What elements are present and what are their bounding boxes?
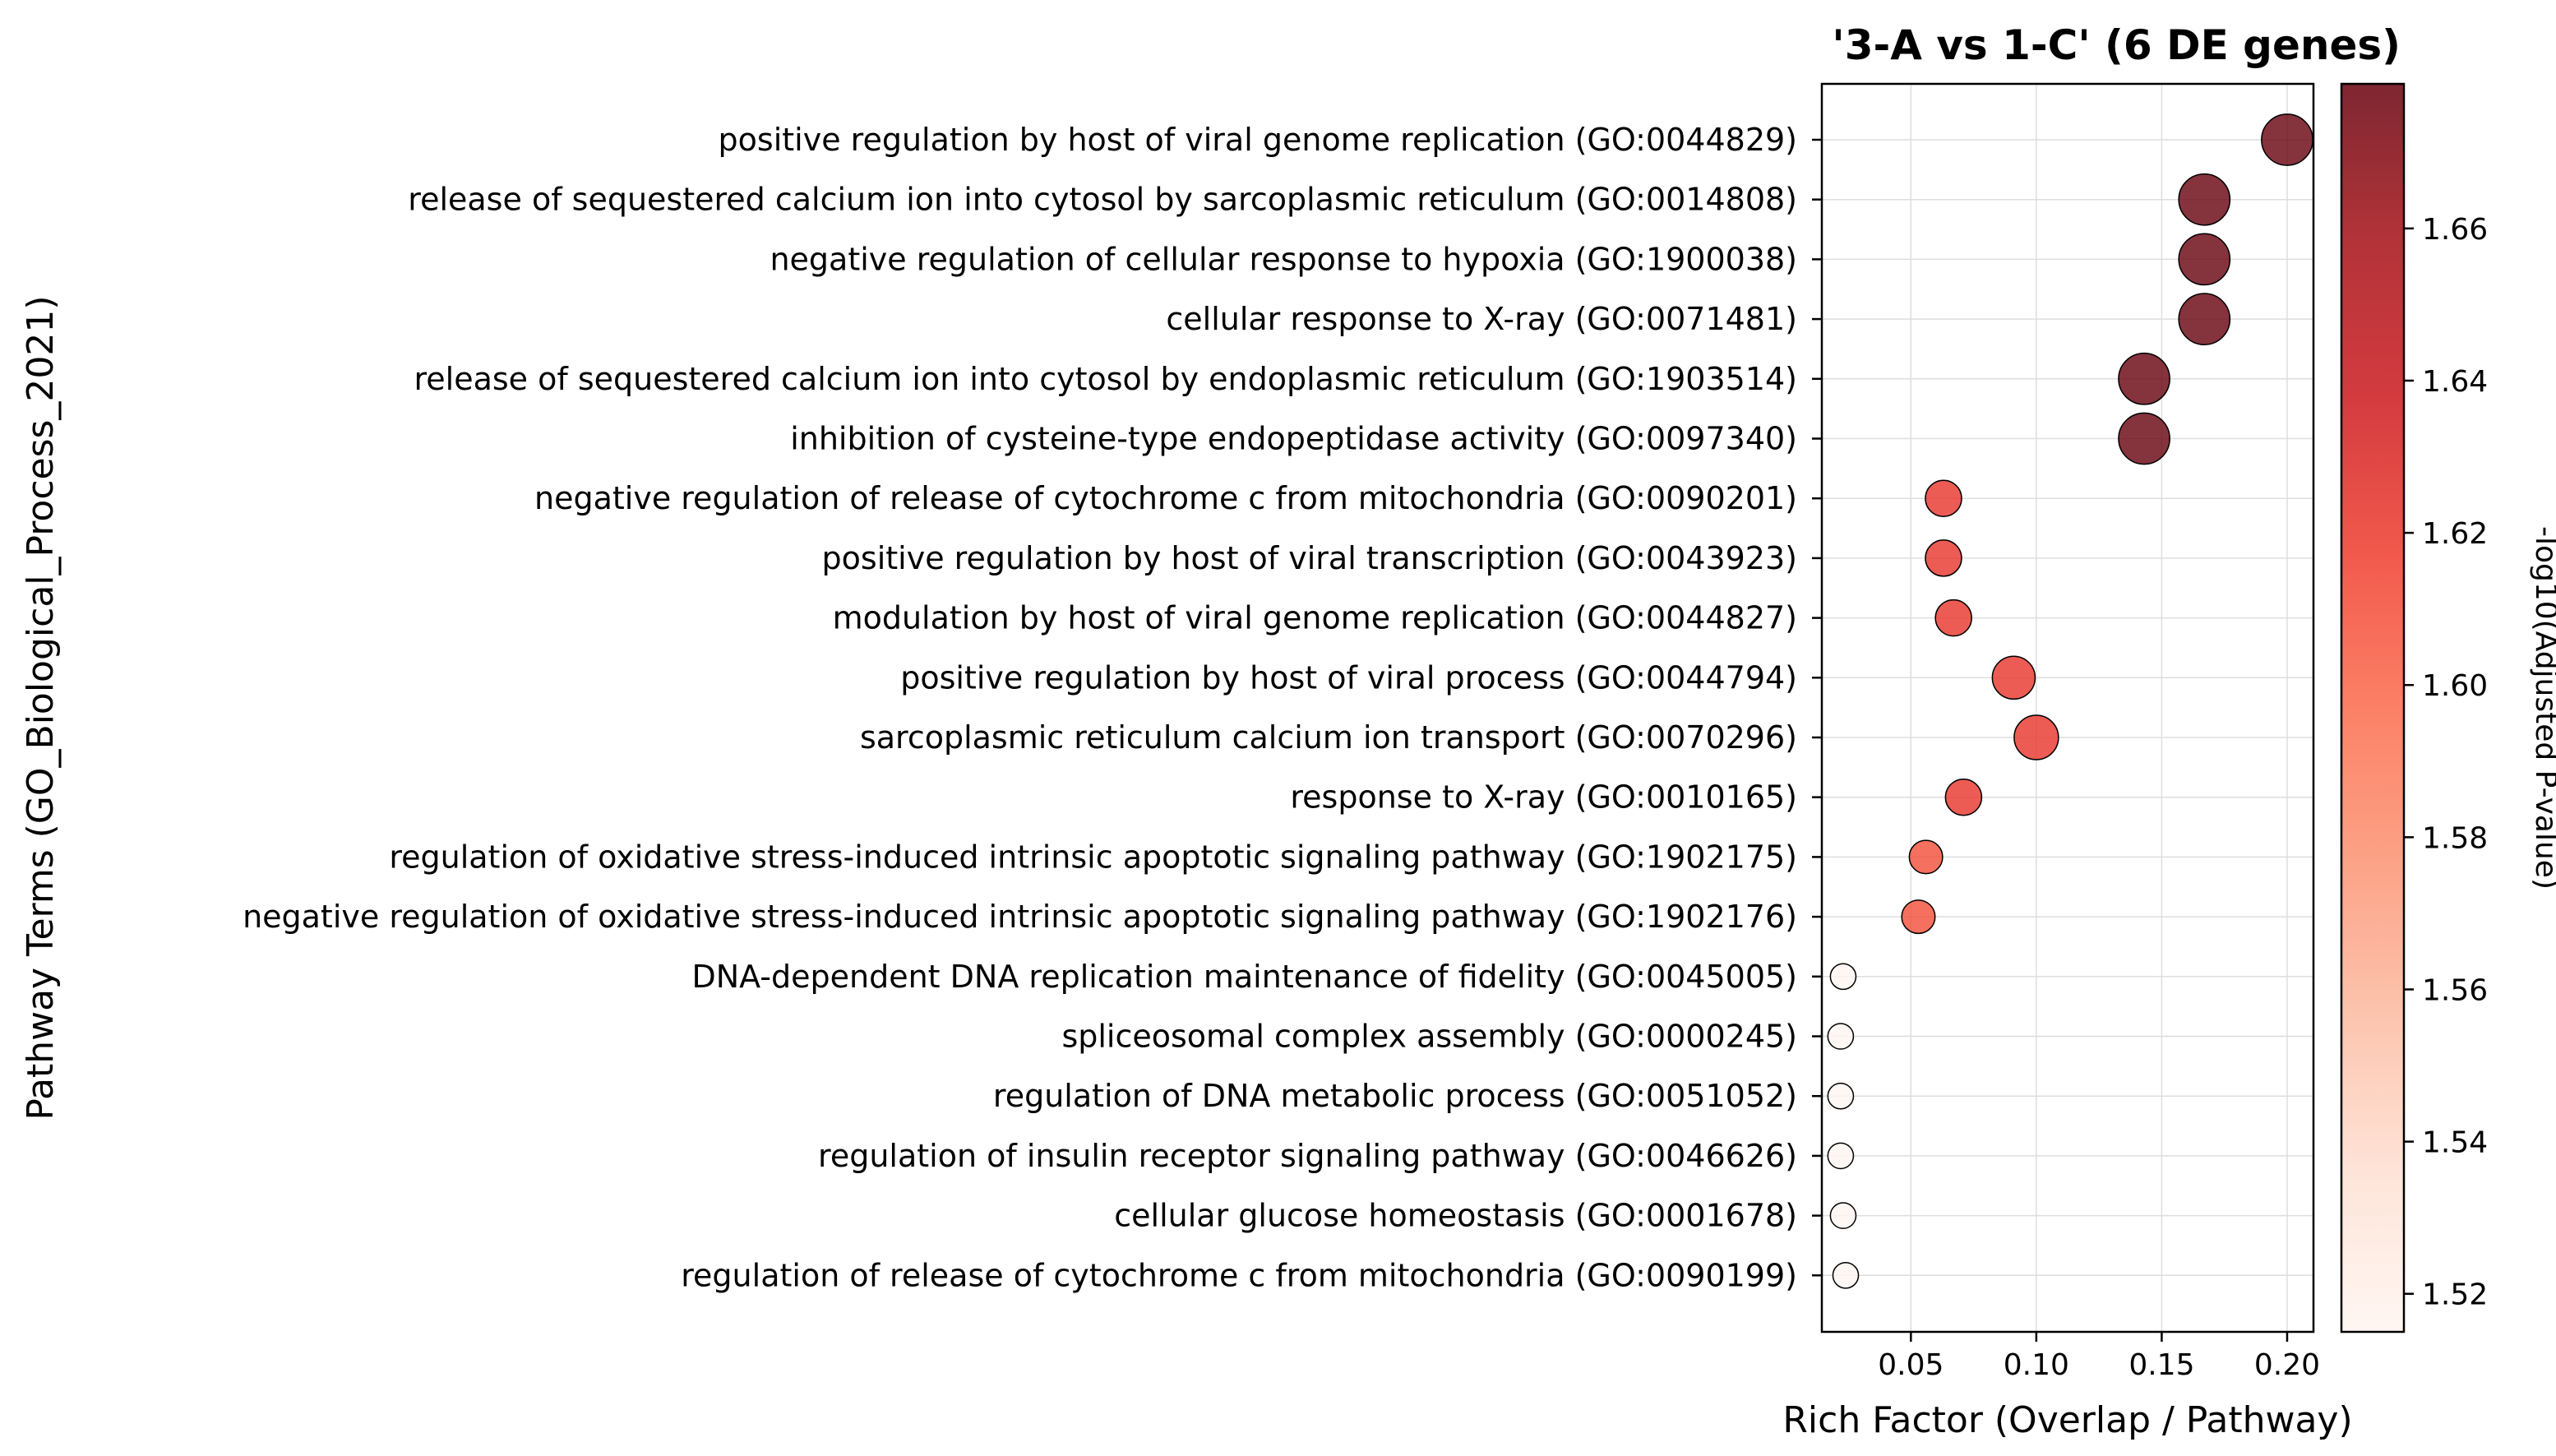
colorbar: 1.52 1.54 1.56 1.58 1.60 1.62 1.64 1.66 -log10(…: [2340, 82, 2556, 1334]
pathway-term-label: modulation by host of viral genome repli…: [833, 600, 1797, 636]
x-axis-ticks: 0.05 0.10 0.15 0.20: [1878, 1332, 2320, 1382]
colorbar-ticks: 1.52 1.54 1.56 1.58 1.60 1.62 1.64 1.66: [2404, 213, 2488, 1312]
colorbar-tick-label: 1.66: [2422, 213, 2488, 247]
data-point: [1934, 599, 1972, 637]
pathway-term-label: release of sequestered calcium ion into …: [414, 361, 1797, 397]
pathway-term-label: release of sequestered calcium ion into …: [408, 182, 1797, 218]
x-tick-label: 0.05: [1878, 1348, 1944, 1382]
pathway-term-label: regulation of DNA metabolic process (GO:…: [993, 1078, 1797, 1114]
colorbar-tick-label: 1.60: [2422, 669, 2488, 703]
data-point: [2118, 352, 2170, 405]
colorbar-tick-label: 1.54: [2422, 1126, 2488, 1160]
pathway-term-label: inhibition of cysteine-type endopeptidas…: [790, 421, 1797, 457]
pathway-term-label: cellular response to X-ray (GO:0071481): [1166, 301, 1797, 337]
data-point: [1901, 899, 1936, 935]
x-tick-label: 0.15: [2128, 1348, 2194, 1382]
data-point: [1832, 1261, 1860, 1289]
grid-lines: [1822, 84, 2313, 1332]
data-point: [1827, 1082, 1855, 1110]
colorbar-tick-label: 1.56: [2422, 973, 2488, 1007]
pathway-term-label: regulation of oxidative stress-induced i…: [389, 839, 1797, 875]
data-point: [1908, 839, 1944, 875]
data-point: [2118, 412, 2170, 465]
pathway-term-label: negative regulation of cellular response…: [770, 241, 1797, 277]
data-point: [1829, 963, 1857, 991]
x-tick-label: 0.20: [2254, 1348, 2320, 1382]
colorbar-label: -log10(Adjusted P-value): [2529, 526, 2556, 890]
colorbar-gradient: [2340, 82, 2406, 1334]
colorbar-tick-label: 1.58: [2422, 821, 2488, 855]
data-point: [1925, 479, 1962, 517]
pathway-term-label: negative regulation of oxidative stress-…: [243, 899, 1797, 935]
x-axis-label: Rich Factor (Overlap / Pathway): [1782, 1399, 2352, 1441]
pathway-term-label: sarcoplasmic reticulum calcium ion trans…: [860, 719, 1797, 756]
data-points: [1827, 113, 2313, 1289]
pathway-term-label: positive regulation by host of viral pro…: [900, 659, 1797, 696]
data-point: [1991, 655, 2036, 700]
data-point: [2178, 233, 2231, 286]
pathway-term-label: positive regulation by host of viral tra…: [822, 540, 1797, 576]
pathway-term-label: regulation of release of cytochrome c fr…: [681, 1257, 1797, 1293]
x-tick-label: 0.10: [2004, 1348, 2069, 1382]
data-point: [2178, 293, 2231, 345]
y-tick-labels: positive regulation by host of viral gen…: [243, 122, 1822, 1293]
pathway-term-label: spliceosomal complex assembly (GO:000024…: [1061, 1019, 1797, 1055]
data-point: [1829, 1202, 1857, 1229]
pathway-term-label: negative regulation of release of cytoch…: [534, 480, 1797, 516]
data-point: [2178, 173, 2231, 226]
data-point: [2013, 714, 2059, 760]
y-axis-label: Pathway Terms (GO_Biological_Process_202…: [20, 295, 62, 1120]
data-point: [1827, 1142, 1855, 1170]
pathway-term-label: response to X-ray (GO:0010165): [1290, 779, 1797, 816]
pathway-term-label: DNA-dependent DNA replication maintenanc…: [691, 959, 1797, 995]
pathway-term-label: cellular glucose homeostasis (GO:0001678…: [1114, 1198, 1797, 1234]
data-point: [1827, 1023, 1855, 1050]
pathway-term-label: regulation of insulin receptor signaling…: [818, 1138, 1797, 1174]
pathway-term-label: positive regulation by host of viral gen…: [719, 122, 1797, 158]
data-point: [1925, 539, 1962, 577]
colorbar-tick-label: 1.62: [2422, 517, 2488, 551]
colorbar-tick-label: 1.64: [2422, 365, 2488, 399]
colorbar-tick-label: 1.52: [2422, 1278, 2488, 1312]
plot-frame: [1820, 82, 2315, 1334]
chart-title: '3-A vs 1-C' (6 DE genes): [1832, 21, 2401, 69]
data-point: [2261, 113, 2313, 166]
data-point: [1944, 778, 1983, 816]
